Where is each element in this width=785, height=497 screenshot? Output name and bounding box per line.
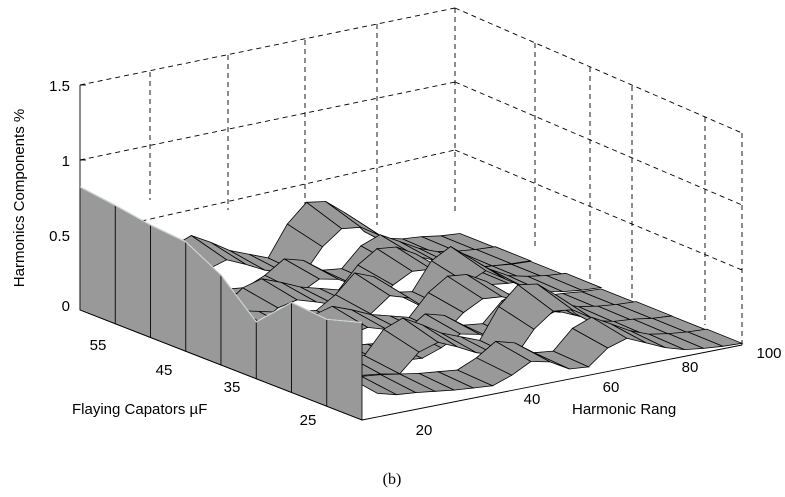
x-tick-label: 100: [756, 345, 781, 362]
y-axis-label: Flaying Capators µF: [72, 401, 207, 418]
x-tick-label: 40: [524, 391, 541, 408]
y-tick-label: 45: [156, 362, 173, 379]
z-axis-label: Harmonics Components %: [11, 109, 28, 287]
fundamental-ridge-line: [79, 186, 363, 324]
z-tick-label: 1: [62, 153, 70, 170]
grid-lines: [79, 7, 743, 345]
fundamental-wall-segment: [79, 186, 116, 325]
x-tick-label: 80: [682, 359, 699, 376]
x-tick-label: 20: [416, 422, 433, 439]
y-tick-label: 35: [224, 379, 241, 396]
surface-fundamental-wall: [79, 186, 363, 421]
fundamental-wall-segment: [291, 301, 328, 407]
fundamental-wall-segment: [326, 318, 363, 421]
fundamental-wall-segment: [150, 224, 187, 352]
x-tick-label: 60: [603, 379, 620, 396]
fundamental-wall-segment: [114, 204, 151, 339]
z-tick-label: 0.5: [49, 228, 70, 245]
x-axis-line: [361, 344, 743, 421]
y-axis-line: [79, 309, 363, 421]
z-tick-label: 1.5: [49, 78, 70, 95]
x-axis-label: Harmonic Rang: [572, 401, 676, 418]
z-tick-label: 0: [62, 298, 70, 315]
y-tick-label: 55: [90, 337, 107, 354]
y-tick-label: 25: [300, 412, 317, 429]
figure-caption: (b): [383, 471, 402, 488]
